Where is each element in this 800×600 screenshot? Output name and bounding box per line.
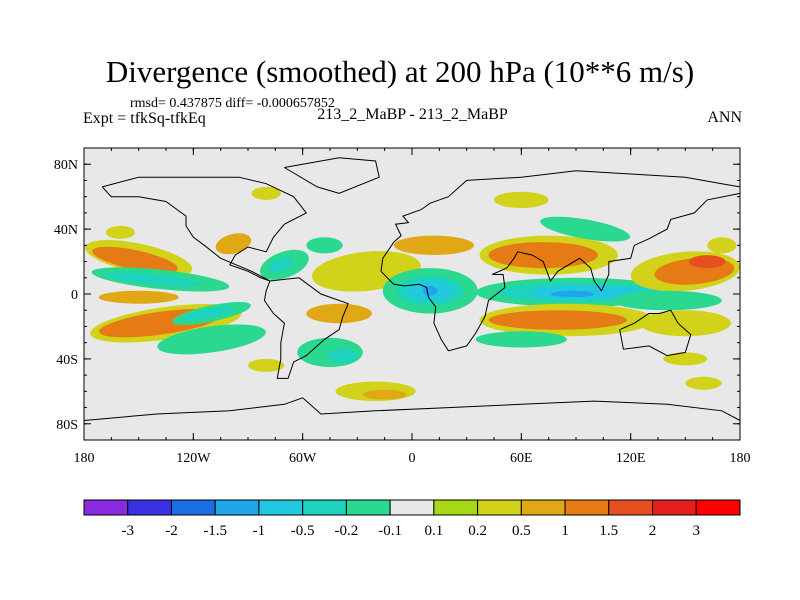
axes-layer: 180 120W 60W 0 60E 120E 180 80N 40N 0 40S 80S — [54, 147, 751, 466]
contour-region-pac-s-blue — [182, 306, 233, 321]
colorbar-swatch — [477, 499, 522, 516]
coastline-eurasia-south — [380, 192, 741, 352]
x-tick-label: 60E — [510, 451, 533, 466]
stats-line: rmsd= 0.437875 diff= -0.000657852 — [130, 96, 335, 111]
contour-region-ca-blue — [268, 257, 294, 273]
colorbar-label: 1.5 — [599, 523, 618, 539]
y-tick-label: 80S — [56, 418, 78, 433]
contour-region-wp-orange2 — [689, 255, 726, 269]
contour-region-nz-green — [663, 352, 708, 366]
contour-region-atl-s-yellow — [306, 303, 372, 324]
colorbar-swatch — [564, 499, 610, 516]
contour-region-eur-orange — [488, 242, 598, 269]
colorbar-swatch — [170, 499, 216, 516]
contour-region-io-core — [550, 290, 595, 298]
colorbar: -3 -2 -1.5 -1 -0.5 -0.2 -0.1 0.1 0.2 0.5 1 1.5 2 3 — [83, 499, 741, 539]
y-tick-label: 40N — [54, 223, 78, 238]
coastline-australia — [619, 309, 692, 357]
coastline-antarctica — [83, 397, 741, 421]
colorbar-swatch — [127, 499, 172, 516]
contour-region-so-yellow — [362, 389, 407, 400]
coastline-south-america — [263, 277, 349, 379]
colorbar-swatch — [389, 499, 435, 516]
colorbar-label: -0.5 — [291, 523, 315, 539]
x-tick-label: 180 — [730, 451, 751, 466]
colorbar-label: -3 — [121, 523, 134, 539]
colorbar-swatch — [608, 499, 654, 516]
x-tick-label: 0 — [409, 451, 416, 466]
colorbar-label: -0.2 — [335, 523, 359, 539]
contour-region-med-yellow — [393, 235, 474, 255]
colorbar-label: 2 — [649, 523, 657, 539]
contour-region-sam-blue — [328, 349, 358, 363]
colorbar-label: 0.1 — [424, 523, 443, 539]
contour-region-nam-green — [251, 186, 281, 200]
colorbar-label: -0.1 — [378, 523, 402, 539]
contour-region-pac-s-green — [248, 358, 285, 372]
colorbar-swatch — [258, 499, 304, 516]
contour-region-pac-s-cyan2 — [157, 324, 266, 355]
contour-region-asia-cyan — [540, 216, 631, 242]
colorbar-swatch — [520, 499, 566, 516]
x-tick-label: 120W — [176, 451, 211, 466]
y-tick-label: 80N — [54, 158, 78, 173]
y-tick-label: 0 — [71, 288, 78, 303]
period-label: ANN — [707, 109, 742, 126]
y-tick-label: 40S — [56, 353, 78, 368]
contour-region-atl-cyan — [306, 237, 343, 254]
contour-region-asia-green — [494, 191, 549, 208]
coastline-greenland — [284, 157, 380, 194]
x-tick-label: 60W — [289, 451, 317, 466]
colorbar-swatch — [214, 499, 260, 516]
contour-fill-layer — [84, 148, 740, 440]
colorbar-swatch — [695, 499, 741, 516]
colorbar-label: 1 — [561, 523, 569, 539]
colorbar-label: -1 — [253, 523, 266, 539]
colorbar-label: 3 — [693, 523, 701, 539]
experiment-label: Expt = tfkSq-tfkEq — [83, 110, 206, 127]
coastline-north-america — [101, 176, 308, 282]
contour-region-antarctic-green — [685, 376, 722, 390]
chart-title: Divergence (smoothed) at 200 hPa (10**6 … — [105, 54, 695, 89]
contour-region-pac-n-green — [105, 225, 135, 239]
contour-region-pac-n-orange — [92, 246, 178, 274]
x-tick-label: 180 — [74, 451, 95, 466]
colorbar-swatch — [433, 499, 479, 516]
contour-region-wp-cyan — [612, 290, 722, 311]
case-label: 213_2_MaBP - 213_2_MaBP — [317, 106, 508, 123]
colorbar-swatch — [302, 499, 347, 516]
contour-region-sio-orange — [488, 310, 627, 330]
contour-region-sio-cyan — [475, 331, 567, 348]
contour-region-nam-yellow — [215, 233, 252, 255]
colorbar-label: -2 — [165, 523, 178, 539]
x-tick-label: 120E — [616, 451, 646, 466]
colorbar-swatch — [345, 499, 391, 516]
contour-region-pac-eq-blue — [106, 272, 201, 287]
contour-region-wp-s-yellow — [639, 310, 731, 337]
colorbar-label: 0.5 — [512, 523, 531, 539]
coastline-africa-eurasia — [380, 170, 741, 272]
colorbar-label: -1.5 — [203, 523, 227, 539]
contour-region-nw-green — [707, 237, 737, 254]
colorbar-swatch — [652, 499, 697, 516]
colorbar-label: 0.2 — [468, 523, 487, 539]
coastline-layer — [83, 157, 741, 421]
colorbar-swatch — [83, 499, 129, 516]
contour-region-pac-eq-yellow — [98, 290, 179, 304]
